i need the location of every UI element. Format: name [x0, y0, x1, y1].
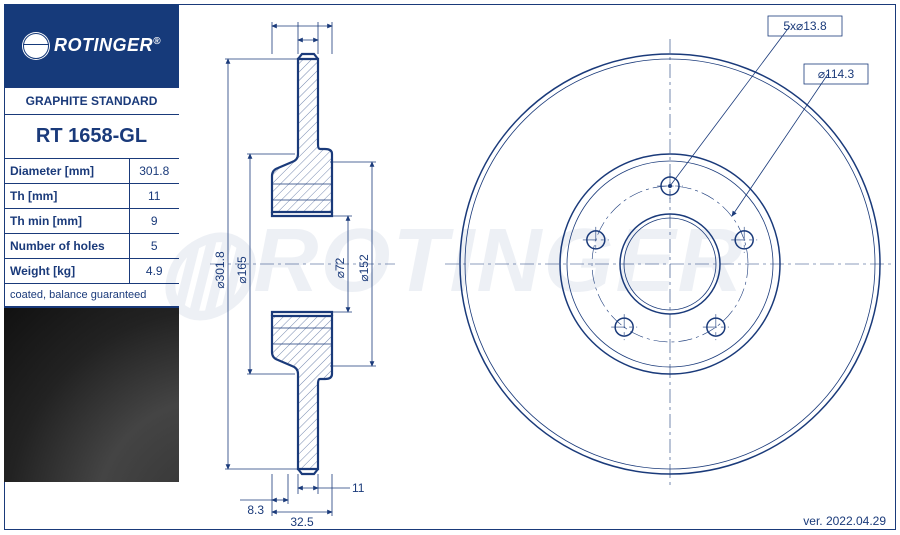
globe-icon	[22, 32, 50, 60]
dim-outer-dia: ⌀301.8	[213, 251, 227, 289]
table-row: Th min [mm]9	[4, 209, 179, 234]
version-label: ver. 2022.04.29	[803, 514, 886, 528]
part-number: RT 1658-GL	[4, 115, 179, 159]
table-row: Diameter [mm]301.8	[4, 159, 179, 184]
dim-thickness: 11	[352, 481, 365, 495]
table-row: Weight [kg]4.9	[4, 259, 179, 284]
dim-hub-dia: ⌀152	[357, 254, 371, 282]
callout-holes: 5x⌀13.8	[783, 19, 827, 33]
product-preview-image	[4, 307, 179, 482]
spec-label: Number of holes	[4, 234, 129, 259]
dim-bore-dia: ⌀72	[333, 257, 347, 278]
technical-drawing: ⌀301.8 ⌀165 ⌀72 ⌀152 11 8.3 32.5	[180, 4, 896, 530]
spec-value: 301.8	[129, 159, 179, 184]
spec-value: 5	[129, 234, 179, 259]
spec-label: Th [mm]	[4, 184, 129, 209]
registered-mark: ®	[153, 36, 161, 47]
spec-label: Th min [mm]	[4, 209, 129, 234]
info-panel: ROTINGER® GRAPHITE STANDARD RT 1658-GL D…	[4, 4, 179, 482]
spec-value: 4.9	[129, 259, 179, 284]
section-view: ⌀301.8 ⌀165 ⌀72 ⌀152 11 8.3 32.5	[210, 22, 395, 529]
table-row: Th [mm]11	[4, 184, 179, 209]
dim-offset: 8.3	[247, 503, 264, 517]
brand-name: ROTINGER	[54, 35, 153, 55]
spec-value: 11	[129, 184, 179, 209]
brand-logo: ROTINGER®	[4, 4, 179, 88]
drawing-svg: ⌀301.8 ⌀165 ⌀72 ⌀152 11 8.3 32.5	[180, 4, 896, 530]
callout-pcd: ⌀114.3	[818, 67, 855, 81]
series-label: GRAPHITE STANDARD	[4, 88, 179, 115]
dim-pitch-dia: ⌀165	[235, 256, 249, 284]
dim-hub-depth: 32.5	[290, 515, 314, 529]
front-view: 5x⌀13.8 ⌀114.3	[445, 16, 895, 489]
spec-note: coated, balance guaranteed	[4, 284, 179, 307]
spec-label: Diameter [mm]	[4, 159, 129, 184]
table-row: Number of holes5	[4, 234, 179, 259]
spec-label: Weight [kg]	[4, 259, 129, 284]
spec-table: Diameter [mm]301.8 Th [mm]11 Th min [mm]…	[4, 159, 179, 284]
spec-value: 9	[129, 209, 179, 234]
